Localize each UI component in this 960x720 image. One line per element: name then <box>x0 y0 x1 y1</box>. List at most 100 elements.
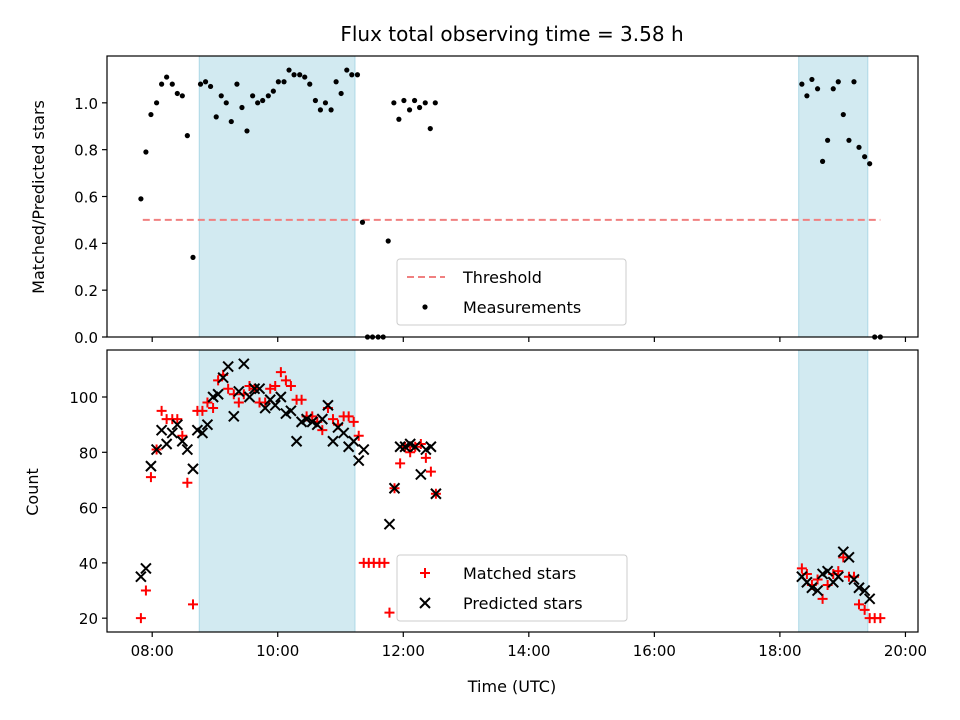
predicted-star-point <box>217 371 229 384</box>
legend-label: Measurements <box>463 298 581 317</box>
measurement-point <box>814 86 821 92</box>
predicted-star-point <box>253 382 266 395</box>
measurement-point <box>406 107 413 113</box>
predicted-star-point <box>171 418 184 431</box>
y-tick-label: 1.0 <box>74 95 98 113</box>
y-tick-label: 100 <box>69 389 98 407</box>
x-tick-label: 20:00 <box>884 642 927 660</box>
matched-star-point <box>353 430 364 441</box>
measurement-point <box>234 81 240 87</box>
measurement-point <box>338 90 344 97</box>
measurement-point <box>344 67 350 73</box>
predicted-star-point <box>832 570 844 583</box>
matched-star-point <box>296 394 307 405</box>
matched-star-point <box>275 367 286 378</box>
y-tick-label: 0.6 <box>74 189 98 207</box>
measurement-point <box>239 104 245 111</box>
predicted-star-point <box>821 565 834 577</box>
predicted-star-point <box>238 358 250 370</box>
predicted-star-point <box>222 360 234 373</box>
predicted-star-point <box>140 562 152 575</box>
x-axis-label: Time (UTC) <box>467 677 556 696</box>
predicted-star-point <box>383 518 396 530</box>
measurement-point <box>302 74 308 80</box>
measurement-point <box>359 219 366 225</box>
y-axis-label-top: Matched/Predicted stars <box>29 100 48 294</box>
matched-star-point <box>796 563 807 574</box>
measurement-point <box>804 93 810 99</box>
matched-star-point <box>420 452 431 463</box>
matched-star-point <box>833 566 844 577</box>
measurement-point <box>312 97 318 104</box>
measurement-point <box>207 83 214 90</box>
matched-star-point <box>270 380 281 391</box>
matched-star-point <box>177 430 188 441</box>
measurement-point <box>153 100 160 106</box>
measurement-point <box>840 111 846 118</box>
measurement-point <box>411 97 418 104</box>
measurement-point <box>213 114 219 120</box>
measurement-point <box>819 158 826 164</box>
matched-star-point <box>208 403 219 414</box>
measurement-point <box>190 254 196 260</box>
predicted-star-point <box>425 441 437 453</box>
matched-star-point <box>285 380 296 391</box>
measurement-point <box>851 79 857 85</box>
matched-star-point <box>812 574 823 585</box>
measurement-point <box>867 161 873 167</box>
matched-star-point <box>140 585 151 596</box>
measurement-point <box>169 81 175 87</box>
y-tick-label: 60 <box>79 500 98 518</box>
y-tick-label: 0.4 <box>74 235 98 253</box>
matched-star-point <box>395 458 406 469</box>
matched-star-point <box>145 472 156 483</box>
legend-label: Matched stars <box>463 564 576 583</box>
measurement-point <box>422 100 428 106</box>
measurement-point <box>260 97 266 104</box>
legend-label: Threshold <box>462 268 542 287</box>
predicted-star-point <box>166 427 178 439</box>
predicted-star-point <box>160 438 173 450</box>
measurement-point <box>416 104 423 111</box>
predicted-star-point <box>394 441 406 453</box>
measurement-point <box>218 93 224 99</box>
measurement-point <box>333 79 339 85</box>
predicted-star-point <box>811 584 824 597</box>
predicted-star-point <box>409 441 421 453</box>
measurement-point <box>799 81 805 87</box>
chart-title: Flux total observing time = 3.58 h <box>340 22 683 46</box>
matched-star-point <box>859 604 870 615</box>
measurement-point <box>250 93 256 99</box>
legend-matched-swatch <box>420 568 430 578</box>
y-tick-label: 20 <box>79 610 98 628</box>
predicted-star-point <box>415 468 427 481</box>
measurement-point <box>401 97 407 104</box>
predicted-star-point <box>248 382 261 395</box>
measurement-point <box>291 72 297 78</box>
matched-star-point <box>343 411 354 422</box>
measurement-point <box>391 100 397 106</box>
y-tick-label: 0.8 <box>74 142 98 160</box>
measurement-point <box>432 100 438 106</box>
matched-star-point <box>317 425 328 436</box>
x-tick-label: 12:00 <box>382 642 425 660</box>
measurement-point <box>825 137 831 143</box>
legend-box <box>396 554 628 622</box>
y-tick-label: 0.2 <box>74 282 98 300</box>
measurement-point <box>255 100 261 106</box>
predicted-star-point <box>337 427 350 439</box>
predicted-star-point <box>327 435 339 447</box>
predicted-star-point <box>269 399 281 412</box>
predicted-star-point <box>853 582 865 594</box>
measurement-point <box>159 81 165 87</box>
axes-frame <box>106 349 919 633</box>
matched-star-point <box>838 552 849 563</box>
legend-label: Predicted stars <box>463 594 583 613</box>
y-axis-label-bottom: Count <box>23 468 42 516</box>
measurement-point <box>286 67 292 73</box>
measurement-point <box>148 111 154 118</box>
predicted-star-point <box>243 391 256 403</box>
measurement-point <box>223 100 229 106</box>
legend: Threshold Measurements <box>396 258 627 326</box>
